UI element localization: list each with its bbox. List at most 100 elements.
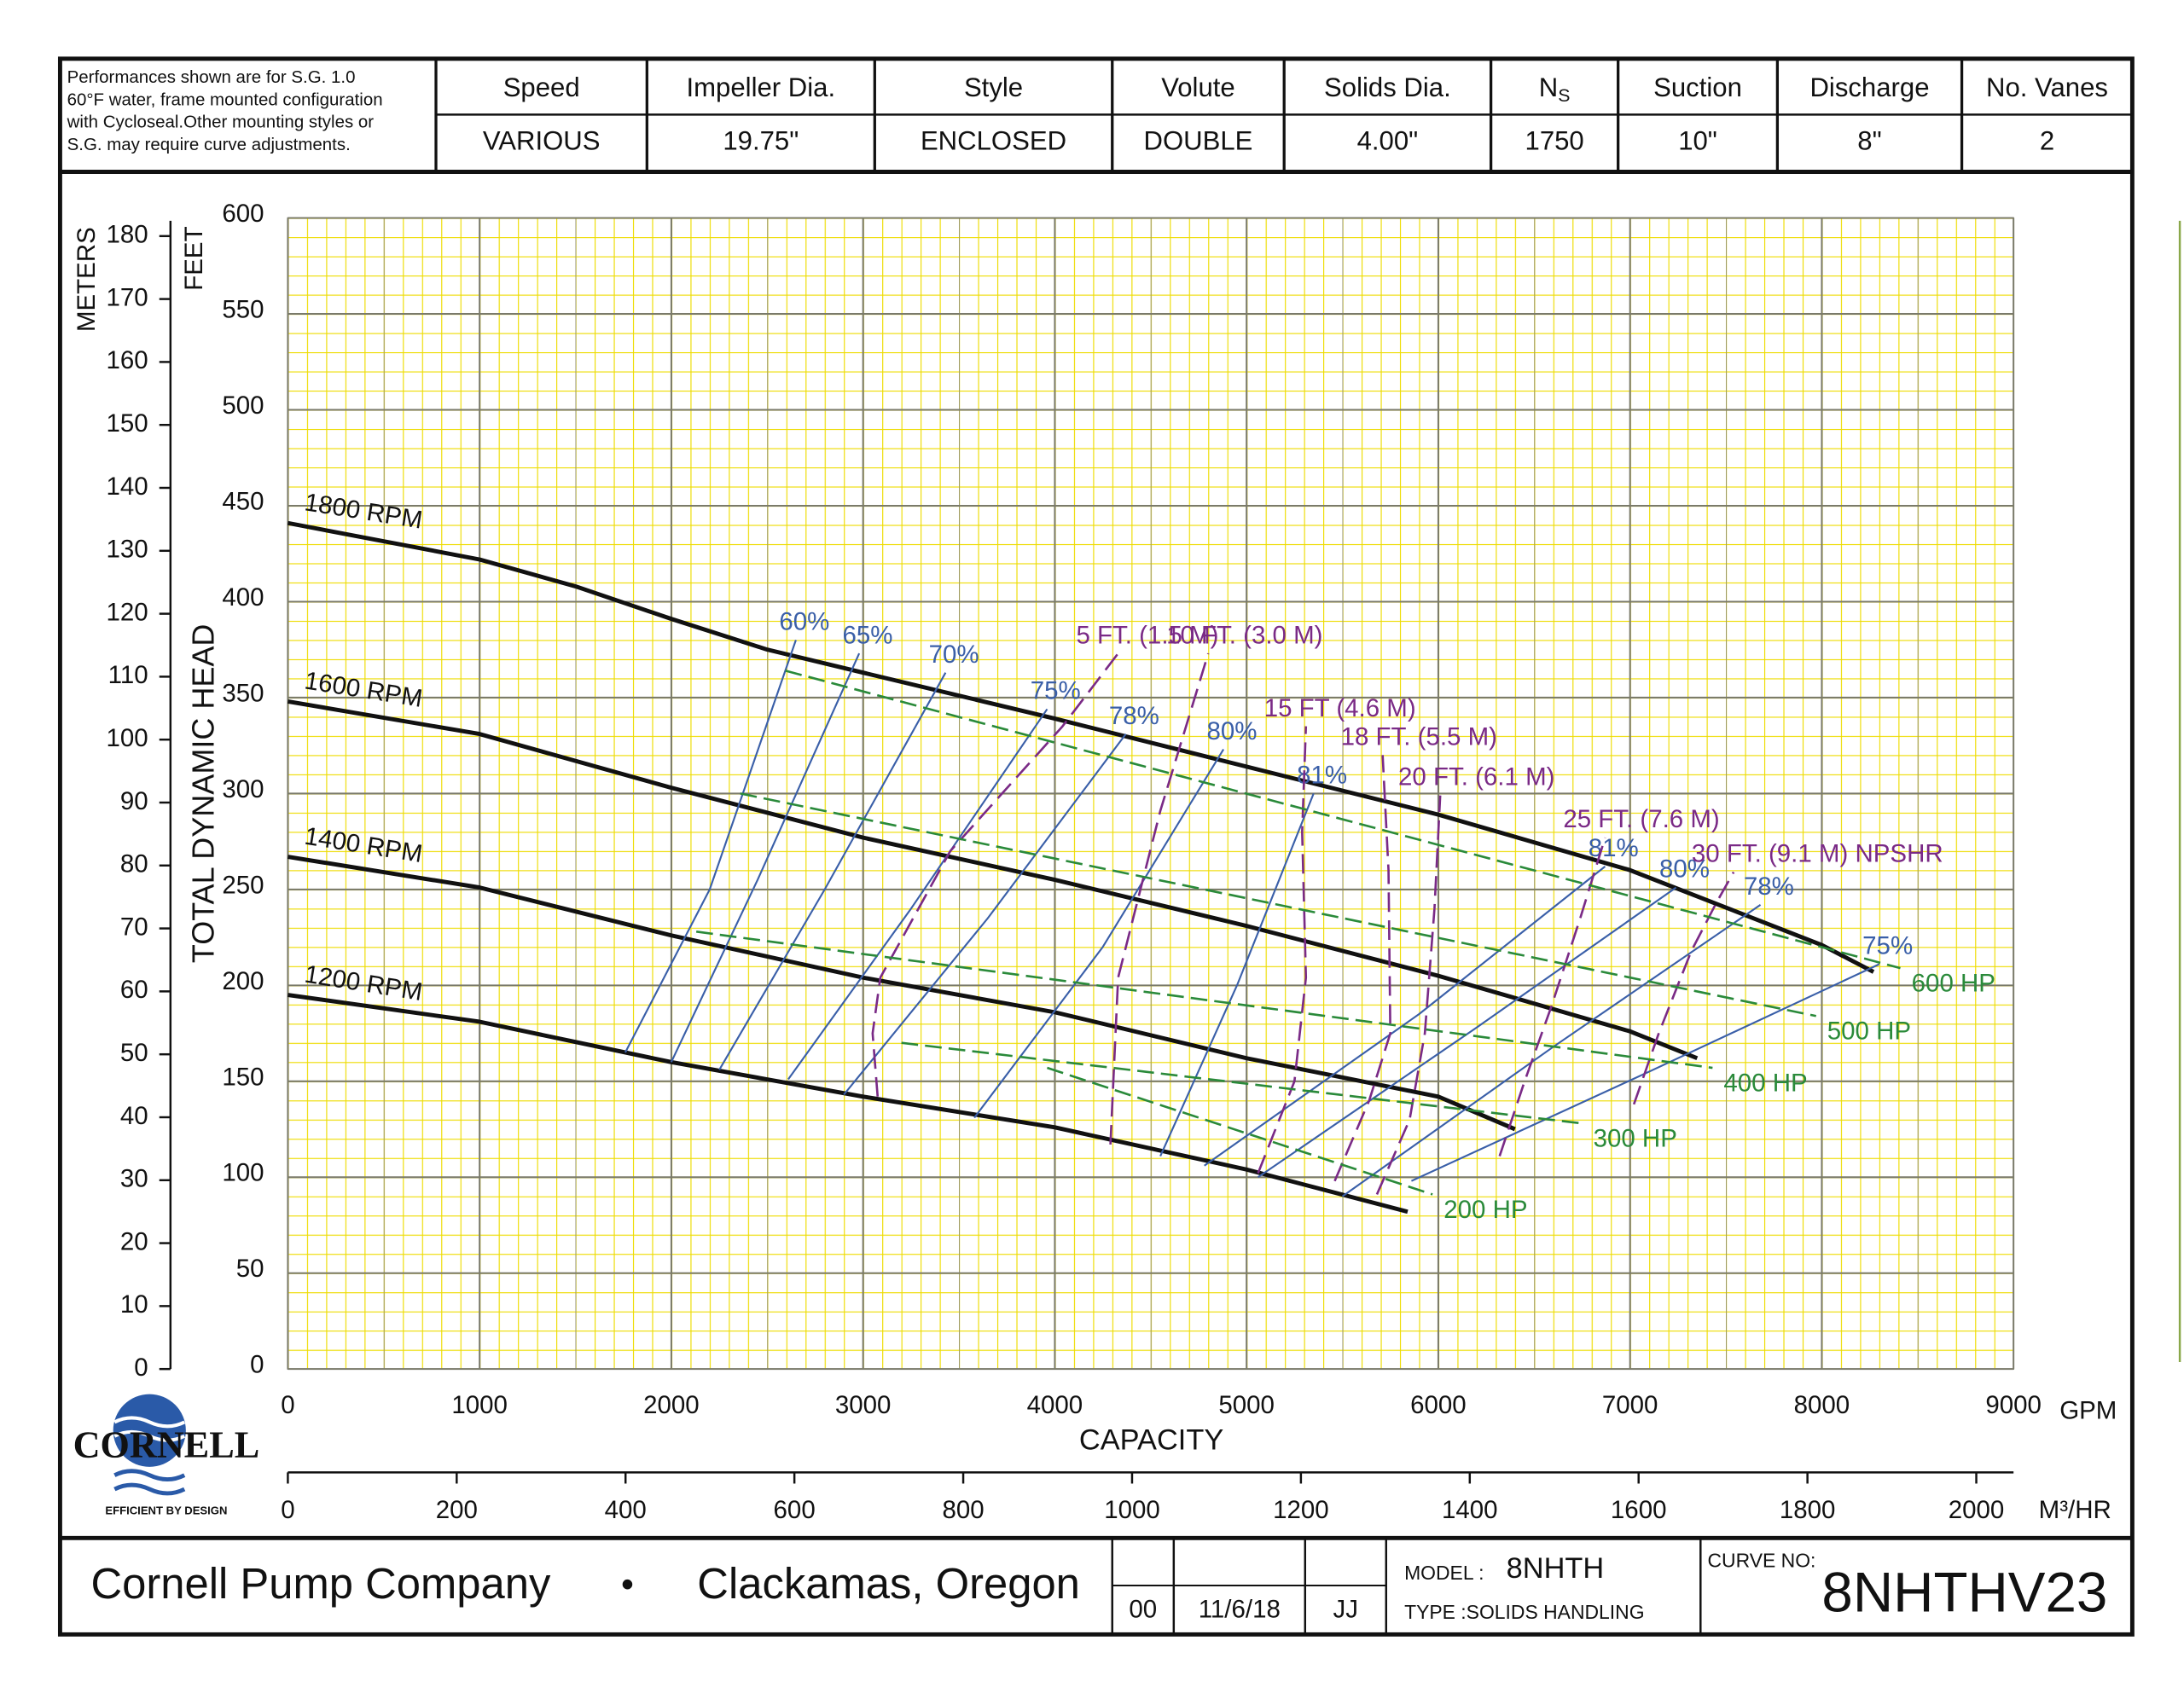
y2-tick-label: 160 xyxy=(106,346,148,374)
y2-unit: METERS xyxy=(73,227,101,332)
series-label: 400 HP xyxy=(1723,1069,1807,1097)
series-label: 5 FT. (1.5 M) xyxy=(1076,621,1218,649)
company: Cornell Pump Company xyxy=(90,1559,551,1608)
series-line xyxy=(624,640,797,1053)
header-label-text: Suction xyxy=(1653,72,1742,102)
series-line xyxy=(1159,792,1315,1157)
x2-tick-label: 400 xyxy=(605,1496,647,1524)
header-label-text: No. Vanes xyxy=(1986,72,2108,102)
series-line xyxy=(1257,726,1308,1174)
x-tick-label: 3000 xyxy=(835,1391,892,1419)
y2-tick-label: 180 xyxy=(106,221,148,249)
series-line xyxy=(288,993,1409,1215)
y-tick-label: 100 xyxy=(222,1159,264,1187)
series-line xyxy=(670,652,861,1063)
curve-number: 8NHTHV23 xyxy=(1821,1561,2107,1623)
header-label-text: Solids Dia. xyxy=(1324,72,1451,102)
x2-unit: M³/HR xyxy=(2039,1496,2111,1524)
series-line xyxy=(718,672,947,1070)
header-label-text: Speed xyxy=(503,72,580,102)
series-label: 60% xyxy=(779,608,829,636)
y-tick-label: 50 xyxy=(236,1255,264,1283)
model-label: MODEL : xyxy=(1404,1562,1484,1584)
header-value: 1750 xyxy=(1525,125,1584,155)
y2-tick-label: 80 xyxy=(120,850,148,878)
header-label-text: Volute xyxy=(1161,72,1235,102)
y2-tick-label: 0 xyxy=(134,1354,148,1382)
series-line xyxy=(901,1041,1583,1125)
x-tick-label: 2000 xyxy=(643,1391,700,1419)
series-label: 25 FT. (7.6 M) xyxy=(1563,805,1719,833)
y-tick-label: 200 xyxy=(222,967,264,995)
y2-tick-label: 20 xyxy=(120,1227,148,1255)
series-label: 65% xyxy=(843,621,893,649)
series-label: 80% xyxy=(1207,717,1258,745)
x-tick-label: 9000 xyxy=(1985,1391,2042,1419)
series-label: 75% xyxy=(1031,677,1081,705)
y-tick-label: 500 xyxy=(222,391,264,420)
logo-waves xyxy=(113,1416,186,1442)
header-value: 10" xyxy=(1678,125,1717,155)
header-label-text: Impeller Dia. xyxy=(687,72,836,102)
header-note: S.G. may require curve adjustments. xyxy=(67,135,351,154)
header-label: Suction xyxy=(1653,72,1742,102)
y-unit: FEET xyxy=(180,226,208,290)
x2-tick-label: 0 xyxy=(281,1496,294,1524)
header-label: No. Vanes xyxy=(1986,72,2108,102)
separator: • xyxy=(621,1564,634,1605)
header-label: Discharge xyxy=(1809,72,1929,102)
y2-tick-label: 60 xyxy=(120,976,148,1004)
header-value: 2 xyxy=(2040,125,2054,155)
header-value: 8" xyxy=(1857,125,1881,155)
header-note: with Cycloseal.Other mounting styles or xyxy=(67,113,375,132)
y2-tick-label: 170 xyxy=(106,283,148,311)
y-tick-label: 350 xyxy=(222,679,264,707)
x-tick-label: 1000 xyxy=(451,1391,508,1419)
curve-label: CURVE NO: xyxy=(1707,1549,1815,1571)
series-line xyxy=(287,520,1875,974)
series-label: 78% xyxy=(1744,872,1794,901)
series-label: 80% xyxy=(1659,855,1710,884)
header-value: 19.75" xyxy=(723,125,799,155)
series-label: 75% xyxy=(1862,932,1913,960)
series-line xyxy=(1109,652,1210,1145)
revision: 00 xyxy=(1129,1595,1157,1623)
x2-tick-label: 1000 xyxy=(1104,1496,1160,1524)
series-line xyxy=(1410,963,1880,1182)
y2-tick-label: 100 xyxy=(106,724,148,752)
series-label: 10 FT. (3.0 M) xyxy=(1166,621,1322,649)
series-label: 500 HP xyxy=(1827,1017,1911,1046)
series-label: 600 HP xyxy=(1912,969,1995,997)
series-label: 18 FT. (5.5 M) xyxy=(1341,723,1497,751)
model: 8NHTH xyxy=(1507,1552,1605,1585)
series-label: 20 FT. (6.1 M) xyxy=(1398,763,1554,791)
series-line xyxy=(288,855,1516,1132)
y2-tick-label: 140 xyxy=(106,472,148,501)
series-line xyxy=(973,749,1225,1119)
x2-tick-label: 2000 xyxy=(1949,1496,2005,1524)
x2-tick-label: 1600 xyxy=(1611,1496,1667,1524)
y-tick-label: 550 xyxy=(222,296,264,324)
header-label: Impeller Dia. xyxy=(687,72,836,102)
y-tick-label: 250 xyxy=(222,871,264,899)
series-label: 78% xyxy=(1109,702,1159,730)
series-line xyxy=(1498,837,1606,1157)
y-tick-label: 600 xyxy=(222,200,264,228)
y2-tick-label: 120 xyxy=(106,598,148,626)
y-tick-label: 400 xyxy=(222,583,264,612)
y2-tick-label: 130 xyxy=(106,536,148,564)
series-label: 15 FT (4.6 M) xyxy=(1264,694,1416,722)
y-tick-label: 150 xyxy=(222,1063,264,1091)
series-label: 30 FT. (9.1 M) NPSHR xyxy=(1692,840,1943,868)
series-line xyxy=(1257,886,1677,1179)
x-unit: GPM xyxy=(2059,1397,2117,1425)
series-label: 300 HP xyxy=(1594,1125,1677,1153)
y-tick-label: 0 xyxy=(250,1351,264,1379)
series-label: 200 HP xyxy=(1443,1196,1527,1224)
initials: JJ xyxy=(1333,1595,1358,1623)
header-label: Volute xyxy=(1161,72,1235,102)
series-line xyxy=(1204,866,1606,1167)
series-line xyxy=(1333,755,1391,1182)
y2-tick-label: 90 xyxy=(120,787,148,815)
logo: CORNELL EFFICIENT BY DESIGN xyxy=(73,1394,259,1517)
